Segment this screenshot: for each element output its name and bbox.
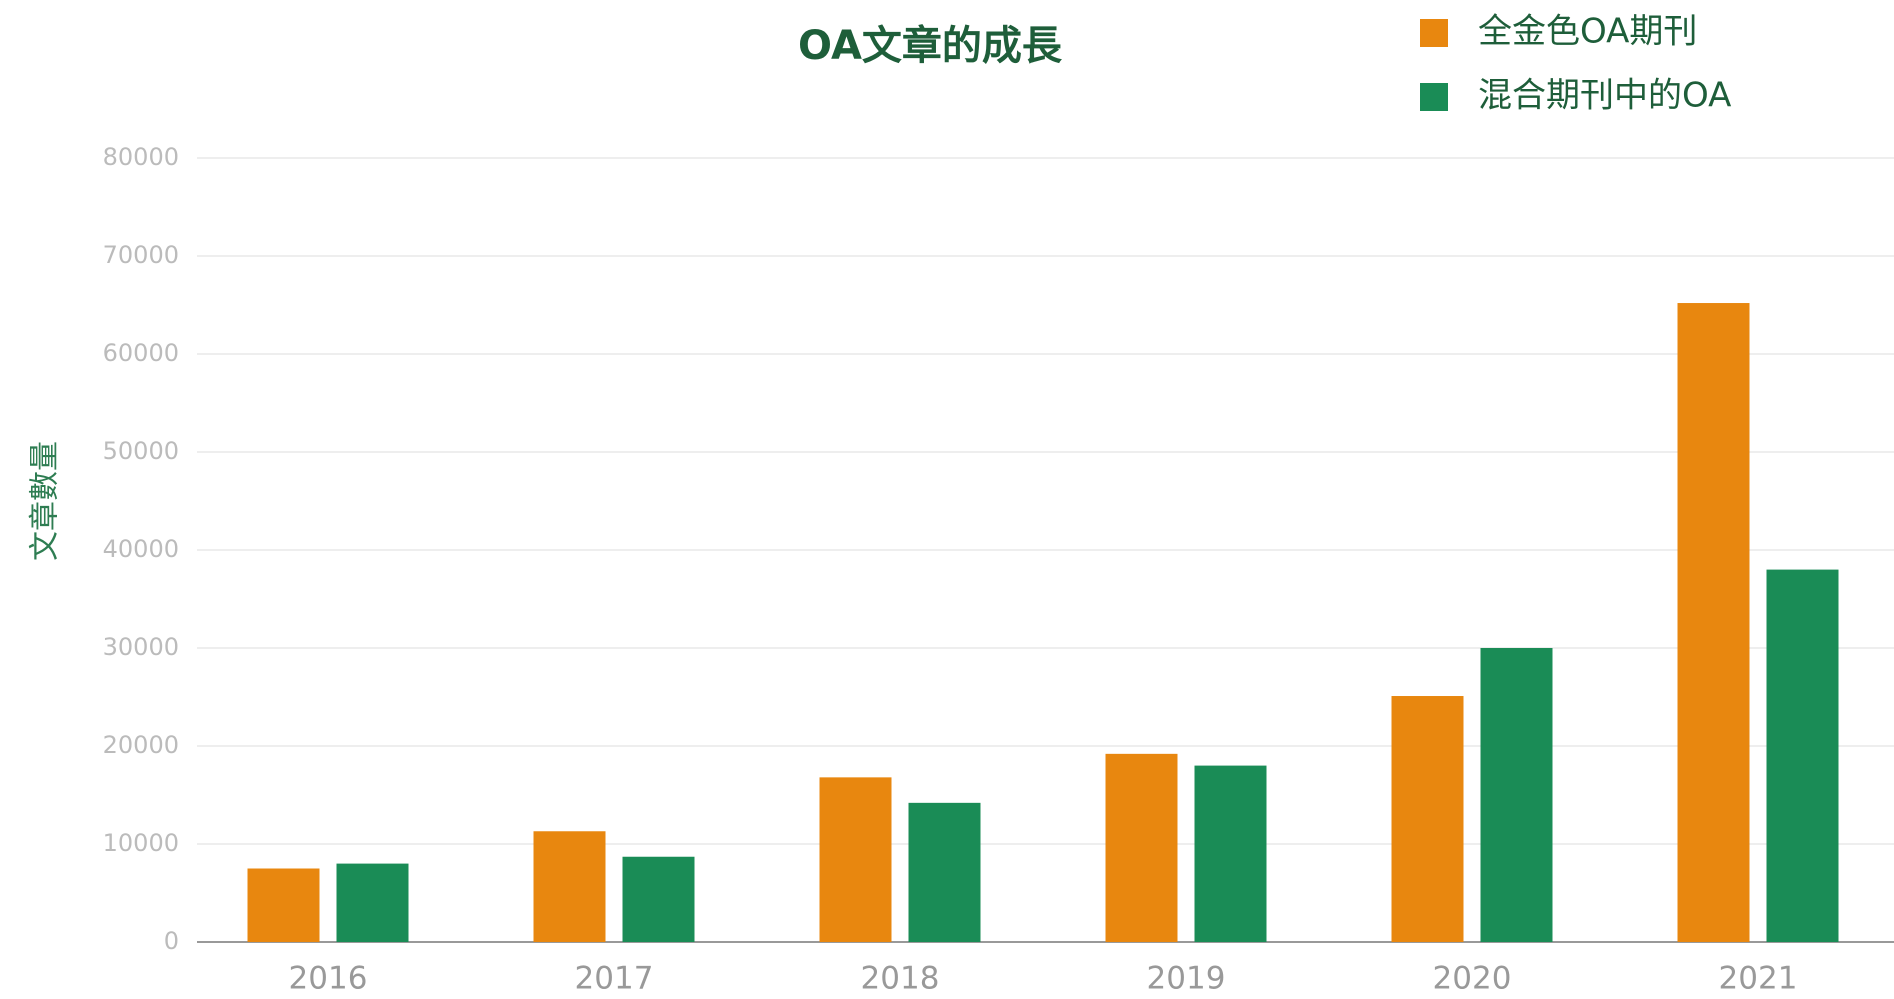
y-tick-label: 20000	[103, 731, 179, 759]
y-tick-label: 50000	[103, 437, 179, 465]
chart-title: OA文章的成長	[798, 23, 1063, 69]
x-tick-label: 2018	[861, 961, 940, 997]
y-tick-label: 10000	[103, 829, 179, 857]
legend-swatch	[1420, 83, 1448, 111]
x-tick-label: 2016	[289, 961, 368, 997]
x-tick-label: 2017	[575, 961, 654, 997]
y-tick-label: 60000	[103, 339, 179, 367]
bar	[336, 863, 409, 942]
y-tick-label: 40000	[103, 535, 179, 563]
bar	[1194, 765, 1267, 942]
legend-label: 混合期刊中的OA	[1478, 76, 1731, 116]
x-tick-label: 2021	[1719, 961, 1798, 997]
legend-swatch	[1420, 19, 1448, 47]
y-tick-label: 30000	[103, 633, 179, 661]
y-tick-label: 80000	[103, 143, 179, 171]
bar	[622, 856, 695, 942]
bar	[819, 777, 892, 942]
y-tick-label: 70000	[103, 241, 179, 269]
bar	[908, 802, 981, 942]
bar	[1480, 648, 1553, 942]
legend-label: 全金色OA期刊	[1478, 12, 1697, 52]
x-tick-label: 2019	[1147, 961, 1226, 997]
x-tick-label: 2020	[1433, 961, 1512, 997]
bar	[1766, 569, 1839, 942]
bar	[1677, 303, 1750, 942]
bar	[247, 868, 320, 942]
y-axis-label: 文章數量	[28, 441, 63, 561]
bar	[1105, 753, 1178, 942]
y-tick-label: 0	[164, 927, 179, 955]
bar	[533, 831, 606, 942]
bar	[1391, 696, 1464, 942]
